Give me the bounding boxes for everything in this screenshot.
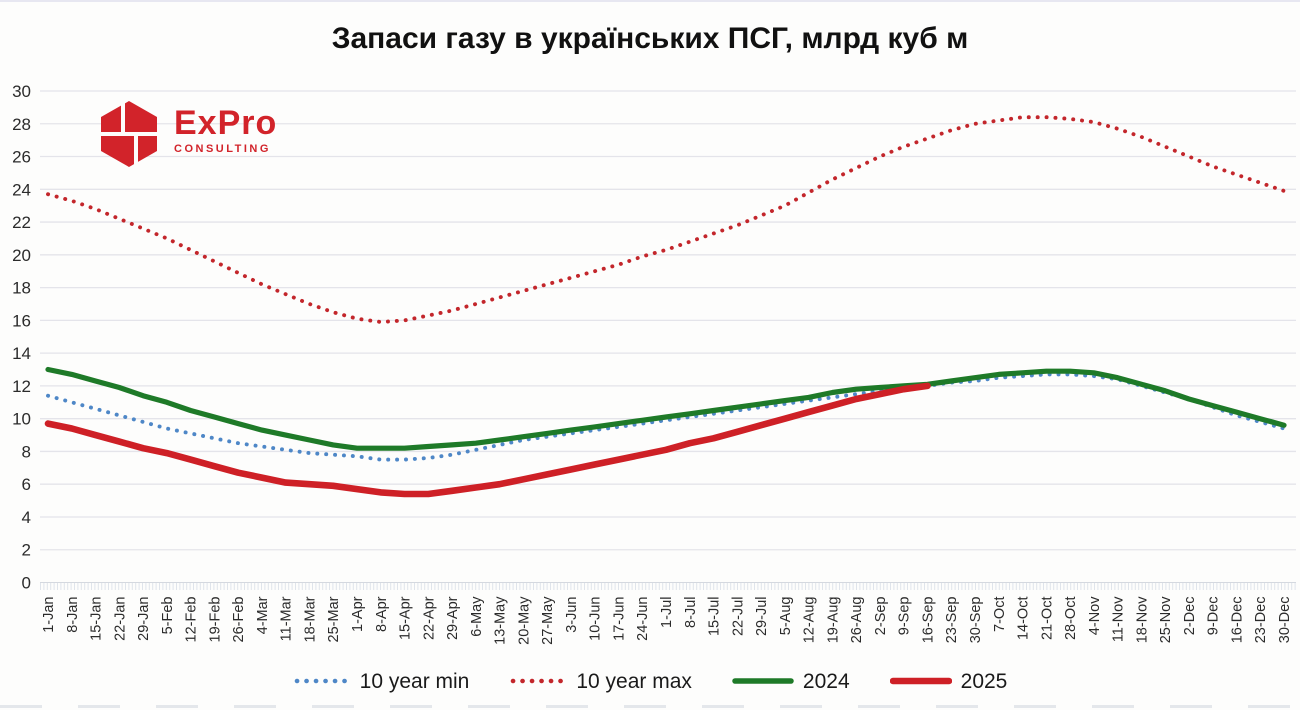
svg-text:16-Sep: 16-Sep [920,597,936,644]
svg-text:15-Jul: 15-Jul [707,597,723,637]
svg-text:19-Feb: 19-Feb [207,597,223,643]
svg-text:21-Oct: 21-Oct [1039,597,1055,641]
svg-text:25-Mar: 25-Mar [326,596,342,642]
expro-logo: ExPro CONSULTING [98,100,277,173]
svg-text:15-Apr: 15-Apr [398,596,414,640]
svg-text:10: 10 [12,410,31,429]
dotted-red-line-icon [509,673,567,691]
svg-text:6-May: 6-May [469,596,485,637]
solid-green-line-icon [732,673,794,691]
svg-text:8: 8 [22,442,31,461]
svg-text:20: 20 [12,246,31,265]
logo-name: ExPro [174,104,278,142]
svg-text:4-Mar: 4-Mar [255,596,271,634]
svg-text:12-Aug: 12-Aug [802,597,818,644]
svg-text:2: 2 [22,541,31,560]
legend-label: 2025 [960,670,1008,693]
svg-text:22-Jan: 22-Jan [112,597,128,641]
svg-text:26: 26 [12,148,31,167]
svg-text:8-Apr: 8-Apr [374,596,390,632]
legend-label: 10 year max [576,670,692,693]
svg-text:11-Nov: 11-Nov [1111,596,1127,642]
svg-text:1-Apr: 1-Apr [350,596,366,632]
bottom-edge-divider [0,705,1300,708]
svg-text:27-May: 27-May [540,596,556,645]
solid-red-line-icon [889,673,952,691]
svg-text:5-Feb: 5-Feb [160,597,176,635]
legend-item-10-year-min: 10 year min [293,670,470,694]
svg-text:26-Aug: 26-Aug [849,597,865,644]
svg-text:29-Jan: 29-Jan [136,597,152,641]
svg-text:8-Jul: 8-Jul [683,597,699,628]
svg-text:22-Jul: 22-Jul [730,597,746,637]
svg-text:22: 22 [12,213,31,232]
svg-text:19-Aug: 19-Aug [825,597,841,644]
svg-text:9-Dec: 9-Dec [1206,597,1222,636]
svg-text:30-Sep: 30-Sep [968,597,984,644]
svg-text:28: 28 [12,115,31,134]
svg-text:23-Dec: 23-Dec [1253,597,1269,644]
svg-text:6: 6 [22,475,31,494]
svg-text:25-Nov: 25-Nov [1158,596,1174,643]
svg-text:14: 14 [12,344,31,363]
svg-text:1-Jul: 1-Jul [659,597,675,628]
svg-text:4-Nov: 4-Nov [1087,596,1103,635]
svg-text:22-Apr: 22-Apr [421,596,437,640]
logo-subtitle: CONSULTING [174,143,271,155]
svg-text:4: 4 [22,508,31,527]
svg-text:30: 30 [12,82,31,101]
legend-item-10-year-max: 10 year max [509,670,692,694]
svg-text:18: 18 [12,279,31,298]
svg-text:10-Jun: 10-Jun [588,597,604,641]
svg-text:16-Dec: 16-Dec [1229,597,1245,644]
svg-text:15-Jan: 15-Jan [89,597,105,641]
svg-text:18-Mar: 18-Mar [302,596,318,642]
svg-text:26-Feb: 26-Feb [231,597,247,643]
svg-text:17-Jun: 17-Jun [611,597,627,641]
expro-hexagon-logo-icon [98,100,160,173]
svg-text:7-Oct: 7-Oct [992,597,1008,632]
svg-text:12: 12 [12,377,31,396]
svg-text:29-Jul: 29-Jul [754,597,770,637]
svg-text:20-May: 20-May [516,596,532,645]
svg-text:2-Sep: 2-Sep [873,597,889,636]
svg-text:1-Jan: 1-Jan [41,597,57,633]
svg-text:0: 0 [22,574,31,593]
svg-text:9-Sep: 9-Sep [897,597,913,636]
svg-text:24-Jun: 24-Jun [635,597,651,641]
svg-text:16: 16 [12,311,31,330]
chart-legend: 10 year min 10 year max 2024 2025 [0,670,1300,694]
svg-text:13-May: 13-May [493,596,509,645]
svg-text:11-Mar: 11-Mar [279,596,295,641]
svg-text:24: 24 [12,180,31,199]
svg-text:12-Feb: 12-Feb [184,597,200,643]
legend-label: 2024 [802,670,850,693]
svg-text:30-Dec: 30-Dec [1277,597,1293,644]
svg-text:28-Oct: 28-Oct [1063,597,1079,641]
legend-label: 10 year min [359,670,470,693]
legend-item-2024: 2024 [732,670,850,694]
svg-text:29-Apr: 29-Apr [445,596,461,640]
chart-title: Запаси газу в українських ПСГ, млрд куб … [331,22,969,55]
svg-text:8-Jan: 8-Jan [65,597,81,633]
legend-item-2025: 2025 [889,670,1008,694]
svg-text:18-Nov: 18-Nov [1134,596,1150,643]
svg-text:5-Aug: 5-Aug [778,597,794,636]
dotted-blue-line-icon [293,673,351,691]
svg-text:2-Dec: 2-Dec [1182,597,1198,636]
svg-text:14-Oct: 14-Oct [1016,597,1032,641]
svg-text:23-Sep: 23-Sep [944,597,960,644]
svg-text:3-Jun: 3-Jun [564,597,580,633]
